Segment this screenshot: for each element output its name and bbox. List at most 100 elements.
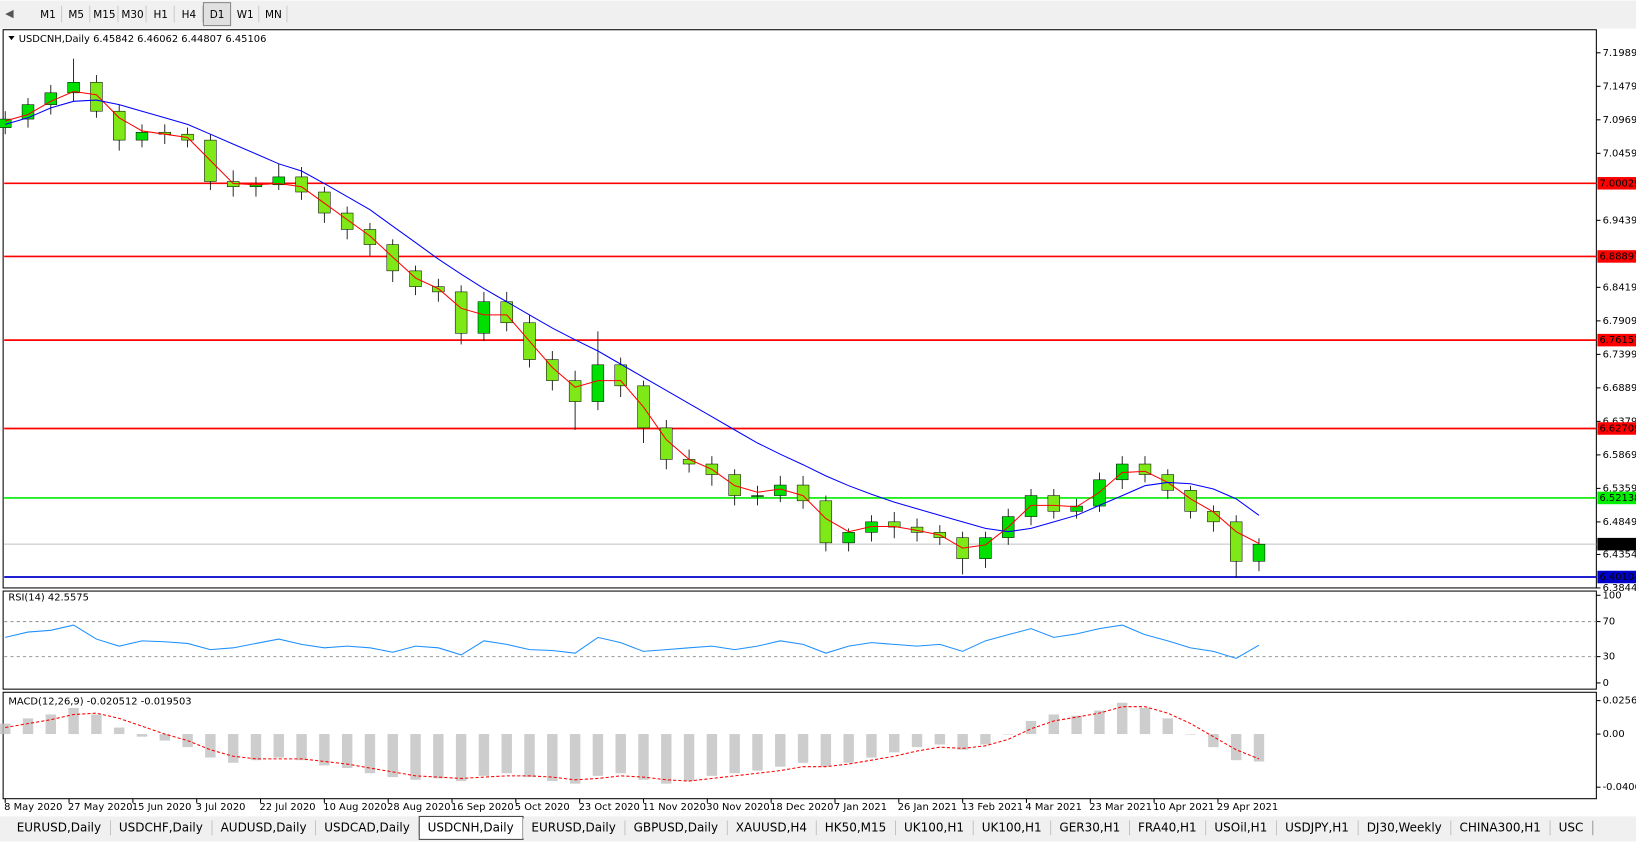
toolbar — [0, 0, 1636, 29]
candle-body — [546, 359, 559, 381]
macd-histogram-bar — [478, 734, 490, 776]
level-price-label: 6.88897 — [1599, 251, 1636, 262]
tab-label[interactable]: USDJPY,H1 — [1285, 820, 1349, 834]
tab-label[interactable]: USDCHF,Daily — [119, 820, 203, 834]
tab[interactable] — [110, 818, 213, 839]
price-tick-label: 6.94390 — [1603, 215, 1636, 226]
timeframe-button[interactable]: M15 — [93, 9, 115, 21]
price-tick-label: 6.53590 — [1603, 483, 1636, 494]
tab-label[interactable]: EURUSD,Daily — [17, 820, 101, 834]
timeframe-button[interactable]: H1 — [153, 9, 167, 21]
candle-body — [614, 364, 627, 387]
rsi-tick-label: 70 — [1603, 617, 1616, 628]
tab-label[interactable]: UK100,H1 — [904, 820, 964, 834]
candle-body — [1047, 495, 1061, 512]
date-tick-label: 29 Apr 2021 — [1217, 802, 1278, 813]
macd-histogram-bar — [1162, 718, 1174, 735]
tab[interactable] — [8, 818, 111, 839]
candle-body — [67, 82, 80, 94]
candle-body — [477, 301, 491, 334]
timeframe-button[interactable]: M5 — [68, 9, 84, 21]
candle-body — [660, 427, 673, 460]
macd-tick-label: -0.04068 — [1603, 782, 1636, 793]
tab[interactable] — [1276, 818, 1359, 839]
tab[interactable] — [1550, 818, 1593, 839]
tab[interactable] — [816, 818, 896, 839]
candle-body — [751, 495, 764, 497]
tab-label[interactable]: XAUUSD,H4 — [736, 820, 807, 834]
candle-body — [1252, 543, 1266, 562]
date-tick-label: 18 Dec 2020 — [770, 802, 833, 813]
tool-icon[interactable] — [5, 9, 14, 19]
tab-label[interactable]: FRA40,H1 — [1138, 820, 1197, 834]
macd-histogram-bar — [752, 734, 763, 771]
candle-body — [1207, 511, 1220, 523]
tab[interactable] — [973, 818, 1052, 839]
price-tick-label: 6.79090 — [1603, 316, 1636, 327]
tab-label[interactable]: EURUSD,Daily — [531, 820, 615, 834]
price-tick-label: 7.09690 — [1603, 115, 1636, 126]
level-price-box — [1597, 333, 1636, 347]
timeframe-button[interactable]: M1 — [40, 9, 56, 21]
tab-label[interactable]: USC — [1559, 820, 1584, 834]
tab-label[interactable]: USDCAD,Daily — [324, 820, 410, 834]
candle-body — [135, 131, 149, 141]
macd-histogram-bar — [113, 727, 125, 735]
tab[interactable] — [1051, 818, 1130, 839]
macd-tick-label: 0.00 — [1603, 729, 1625, 740]
tab[interactable] — [727, 818, 817, 839]
tab-label[interactable]: CHINA300,H1 — [1460, 820, 1541, 834]
macd-histogram-bar — [501, 734, 512, 774]
level-price-label: 7.00029 — [1599, 178, 1636, 189]
moving-average — [5, 99, 1260, 533]
chart-header: USDCNH,Daily 6.45842 6.46062 6.44807 6.4… — [19, 34, 267, 45]
macd-histogram-bar — [569, 734, 581, 784]
macd-histogram-bar — [866, 734, 877, 758]
timeframe-button[interactable]: M30 — [121, 9, 143, 21]
tab[interactable] — [1451, 818, 1551, 839]
level-price-label: 6.52138 — [1599, 493, 1636, 504]
tab[interactable] — [1206, 818, 1277, 839]
tab-label[interactable]: GBPUSD,Daily — [634, 820, 718, 834]
tab[interactable] — [523, 818, 626, 839]
price-tick-label: 6.43540 — [1603, 549, 1636, 560]
level-price-label: 6.45106 — [1599, 539, 1636, 550]
candle-body — [728, 474, 741, 496]
macd-histogram-bar — [1208, 734, 1219, 748]
tab[interactable] — [212, 818, 316, 839]
timeframe-button[interactable]: H4 — [182, 9, 197, 21]
tab-label[interactable]: USOil,H1 — [1214, 820, 1267, 834]
candle-body — [409, 270, 422, 287]
tab[interactable] — [1358, 818, 1452, 839]
macd-histogram-bar — [1116, 702, 1128, 735]
tab-label[interactable]: USDCNH,Daily — [428, 820, 514, 834]
rsi-tick-label: 30 — [1603, 652, 1616, 663]
tab[interactable] — [625, 818, 728, 839]
tab-label[interactable]: HK50,M15 — [825, 820, 887, 834]
timeframe-button[interactable]: W1 — [237, 9, 254, 21]
price-tick-label: 7.19890 — [1603, 48, 1636, 59]
macd-tick-label: 0.02562 — [1603, 696, 1636, 707]
macd-histogram-bar — [364, 734, 376, 774]
tab[interactable] — [1129, 818, 1207, 839]
macd-histogram-bar — [547, 734, 558, 782]
timeframe-pressed[interactable] — [202, 2, 232, 27]
macd-histogram-bar — [1230, 734, 1242, 761]
macd-histogram-bar — [45, 714, 57, 735]
date-tick-label: 23 Oct 2020 — [579, 802, 640, 813]
tab[interactable] — [895, 818, 974, 839]
timeframe-button[interactable]: MN — [265, 9, 282, 21]
date-tick-label: 8 May 2020 — [4, 802, 62, 813]
macd-histogram-bar — [797, 734, 809, 763]
tab[interactable] — [315, 818, 420, 839]
macd-histogram-bar — [136, 734, 148, 737]
tab-label[interactable]: GER30,H1 — [1059, 820, 1120, 834]
macd-histogram-bar — [319, 734, 330, 766]
tab-label[interactable]: DJ30,Weekly — [1367, 820, 1442, 834]
tab-label[interactable]: AUDUSD,Daily — [221, 820, 307, 834]
date-tick-label: 13 Feb 2021 — [962, 802, 1024, 813]
tab-label[interactable]: UK100,H1 — [982, 820, 1042, 834]
price-tick-label: 7.04590 — [1603, 148, 1636, 159]
timeframe-button[interactable]: D1 — [210, 9, 225, 21]
